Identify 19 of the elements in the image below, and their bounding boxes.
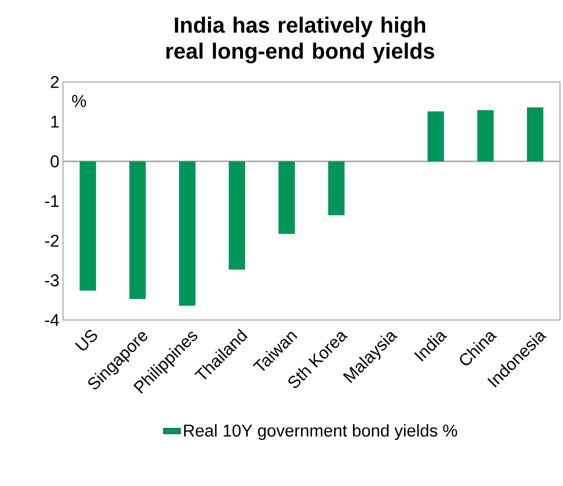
bar (179, 161, 196, 306)
y-tick-label: 0 (50, 155, 59, 168)
bar (129, 161, 146, 299)
y-tick-label: 2 (50, 76, 59, 88)
chart-title: India has relatively high real long-end bond yields (166, 16, 434, 64)
bar (526, 107, 544, 162)
y-axis-title: % (72, 95, 86, 107)
legend-label: Real 10Y government bond yields % (184, 424, 458, 440)
y-tick-label: 1 (51, 116, 59, 128)
y-tick-label: -1 (45, 195, 59, 207)
bar (80, 161, 96, 291)
bar (228, 161, 246, 270)
bar (278, 161, 295, 234)
bar (328, 161, 345, 216)
y-tick-label: -2 (45, 234, 59, 247)
bar (428, 111, 444, 162)
y-tick-label: -4 (45, 314, 59, 326)
y-tick-label: -3 (45, 274, 59, 286)
bar (477, 110, 494, 162)
